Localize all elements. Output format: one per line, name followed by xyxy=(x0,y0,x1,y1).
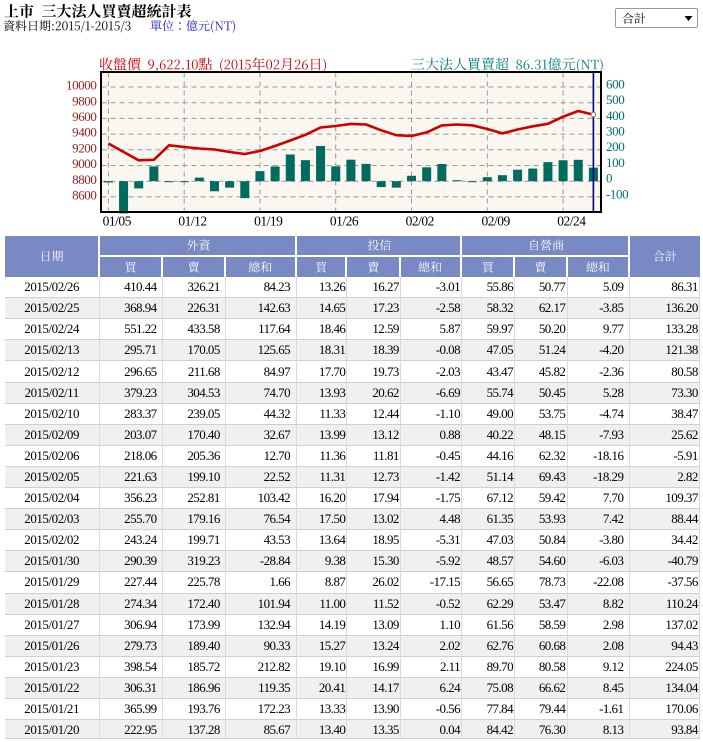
svg-text:100: 100 xyxy=(606,155,624,170)
svg-text:200: 200 xyxy=(606,139,624,154)
svg-text:9200: 9200 xyxy=(72,140,96,155)
svg-text:01/12: 01/12 xyxy=(178,214,206,229)
svg-text:0: 0 xyxy=(606,171,612,186)
svg-text:9800: 9800 xyxy=(72,93,96,108)
svg-text:400: 400 xyxy=(606,108,624,123)
svg-text:-100: -100 xyxy=(606,186,628,201)
svg-text:02/09: 02/09 xyxy=(481,214,510,229)
svg-text:01/19: 01/19 xyxy=(254,214,283,229)
svg-text:300: 300 xyxy=(606,124,624,139)
svg-text:9400: 9400 xyxy=(72,125,96,140)
svg-text:9600: 9600 xyxy=(72,109,96,124)
svg-text:01/26: 01/26 xyxy=(330,214,359,229)
svg-text:9000: 9000 xyxy=(72,156,96,171)
svg-text:600: 600 xyxy=(606,76,624,91)
svg-text:10000: 10000 xyxy=(66,78,97,93)
svg-text:02/02: 02/02 xyxy=(406,214,434,229)
svg-text:02/24: 02/24 xyxy=(557,214,586,229)
svg-text:500: 500 xyxy=(606,92,624,107)
svg-text:01/05: 01/05 xyxy=(103,214,132,229)
svg-text:8800: 8800 xyxy=(72,172,96,187)
svg-text:8600: 8600 xyxy=(72,188,96,203)
